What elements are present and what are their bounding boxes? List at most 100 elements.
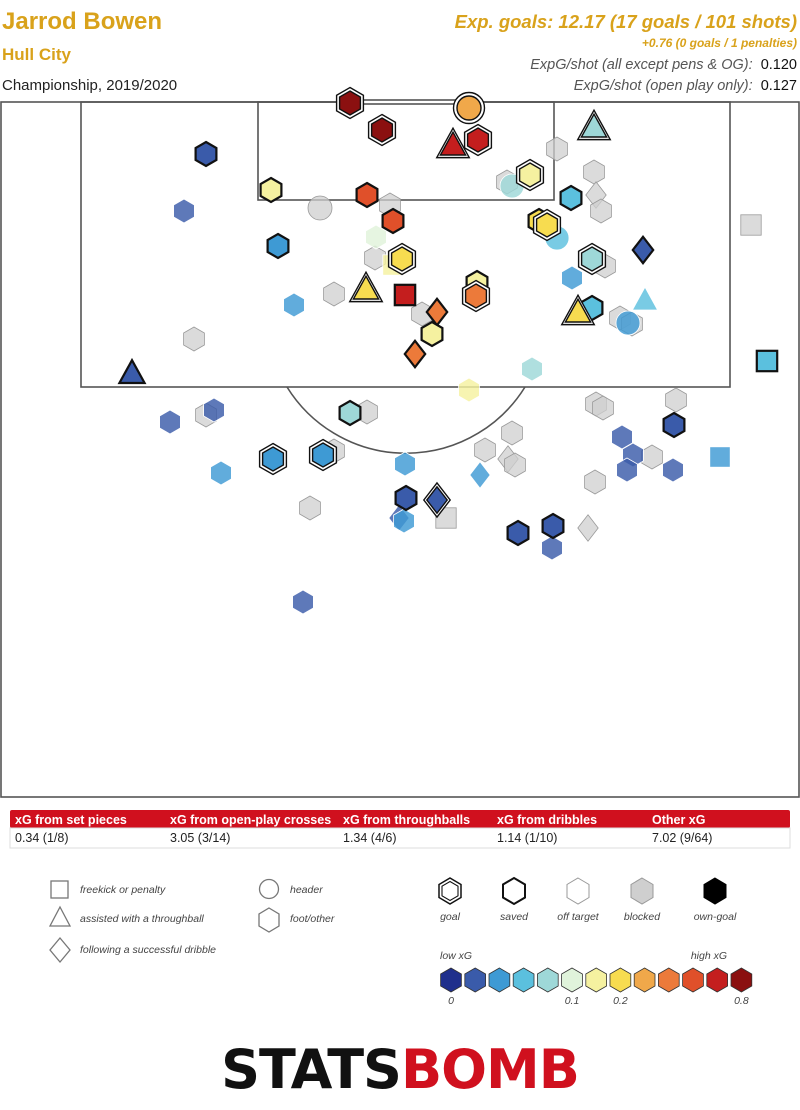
shot-marker — [194, 140, 218, 168]
legend-off-target-icon — [566, 877, 590, 905]
svg-text:STATSBOMB: STATSBOMB — [221, 1038, 579, 1101]
breakdown-category-value: 1.34 (4/6) — [343, 831, 397, 845]
legend-goal-inner-icon — [441, 880, 459, 902]
scale-swatch — [512, 967, 535, 993]
legend-foot-label: foot/other — [290, 913, 335, 925]
pens-summary: +0.76 (0 goals / 1 penalties) — [642, 36, 797, 50]
shot-marker — [292, 589, 314, 615]
breakdown-category-label: xG from set pieces — [15, 813, 127, 827]
shot-marker — [506, 519, 530, 547]
breakdown-bar — [10, 810, 790, 828]
scale-tick-label: 0 — [448, 995, 454, 1007]
breakdown-category-value: 3.05 (3/14) — [170, 831, 230, 845]
svg-text:ExpG/shot (open play only):: ExpG/shot (open play only): 0.127 — [574, 78, 797, 94]
shape-legend — [48, 878, 280, 964]
shot-marker — [308, 438, 338, 472]
shot-marker — [560, 293, 596, 326]
shot-marker — [515, 158, 545, 192]
brand-stats: STATS — [221, 1038, 401, 1101]
shot-marker — [393, 283, 417, 307]
shot-marker — [616, 457, 638, 483]
shot-marker — [159, 409, 181, 435]
xg-per-shot-open-label: ExpG/shot (open play only): — [574, 78, 753, 94]
team-name: Hull City — [2, 45, 71, 64]
legend-own-goal-label: own-goal — [694, 911, 737, 923]
shot-marker — [420, 320, 444, 348]
legend-hexagon-icon — [258, 907, 280, 933]
shot-marker — [335, 86, 365, 120]
shot-marker — [469, 461, 491, 489]
shot-marker — [394, 484, 418, 512]
shots-layer — [117, 86, 779, 615]
xg-summary: Exp. goals: 12.17 (17 goals / 101 shots) — [455, 11, 797, 32]
shot-marker — [631, 286, 659, 311]
breakdown-category-value: 0.34 (1/8) — [15, 831, 69, 845]
shot-marker — [504, 452, 526, 478]
scale-tick-label: 0.8 — [734, 995, 749, 1007]
shot-marker — [662, 457, 684, 483]
breakdown-values-row — [9, 827, 791, 849]
shot-marker — [561, 265, 583, 291]
player-name: Jarrod Bowen — [2, 8, 162, 35]
shot-marker — [323, 281, 345, 307]
scale-swatch — [561, 967, 583, 993]
shot-marker — [641, 444, 663, 470]
shot-marker — [611, 424, 633, 450]
shot-marker — [435, 126, 471, 159]
shot-marker — [474, 437, 496, 463]
breakdown-category-label: Other xG — [652, 813, 706, 827]
legend-throughball-label: assisted with a throughball — [80, 913, 204, 925]
shot-marker — [348, 270, 384, 303]
scale-swatch — [440, 967, 462, 993]
legend-blocked-icon — [630, 877, 654, 905]
shot-marker — [576, 108, 612, 141]
shot-marker — [590, 198, 612, 224]
shot-marker — [422, 481, 452, 519]
shot-marker — [501, 420, 523, 446]
shot-marker — [665, 387, 687, 413]
legend-freekick-label: freekick or penalty — [80, 884, 166, 896]
legend-goal-label: goal — [440, 911, 461, 923]
scale-swatch — [682, 967, 704, 993]
shot-marker — [365, 224, 387, 250]
breakdown-category-value: 7.02 (9/64) — [652, 831, 712, 845]
shot-marker — [210, 460, 232, 486]
breakdown-category-value: 1.14 (1/10) — [497, 831, 557, 845]
shot-marker — [266, 232, 290, 260]
legend-dribble-label: following a successful dribble — [80, 944, 216, 956]
shot-marker — [367, 113, 397, 147]
shot-marker — [541, 535, 563, 561]
legend-off-target-label: off target — [557, 911, 600, 923]
xg-breakdown: xG from set pieces 0.34 (1/8) xG from open… — [9, 810, 791, 849]
legend-blocked-label: blocked — [624, 911, 661, 923]
shot-marker — [364, 245, 386, 271]
shot-marker — [463, 123, 493, 157]
legend-own-goal-icon — [703, 877, 727, 905]
shot-marker — [577, 242, 607, 276]
shot-marker — [458, 377, 480, 403]
shot-marker — [299, 495, 321, 521]
shot-marker — [381, 207, 405, 235]
shot-marker — [117, 357, 147, 385]
legend-saved-label: saved — [500, 911, 529, 923]
shot-marker — [740, 214, 762, 236]
shot-marker — [307, 195, 333, 221]
scale-swatch — [658, 967, 680, 993]
shot-marker — [559, 184, 583, 212]
shot-marker — [203, 397, 225, 423]
shot-marker — [755, 349, 779, 373]
shot-marker — [461, 279, 491, 313]
shot-marker — [532, 208, 562, 242]
scale-swatch — [488, 967, 511, 993]
brand-bomb: BOMB — [401, 1038, 579, 1101]
scale-tick-label: 0.2 — [613, 995, 628, 1007]
shot-marker — [541, 512, 565, 540]
penalty-area — [80, 101, 731, 388]
shot-marker — [583, 159, 605, 185]
legend-saved-icon — [502, 876, 526, 906]
scale-swatch — [633, 967, 656, 993]
goal-mouth — [353, 99, 457, 105]
shot-marker — [403, 339, 427, 369]
shot-marker — [338, 399, 362, 427]
scale-swatch — [537, 967, 559, 993]
